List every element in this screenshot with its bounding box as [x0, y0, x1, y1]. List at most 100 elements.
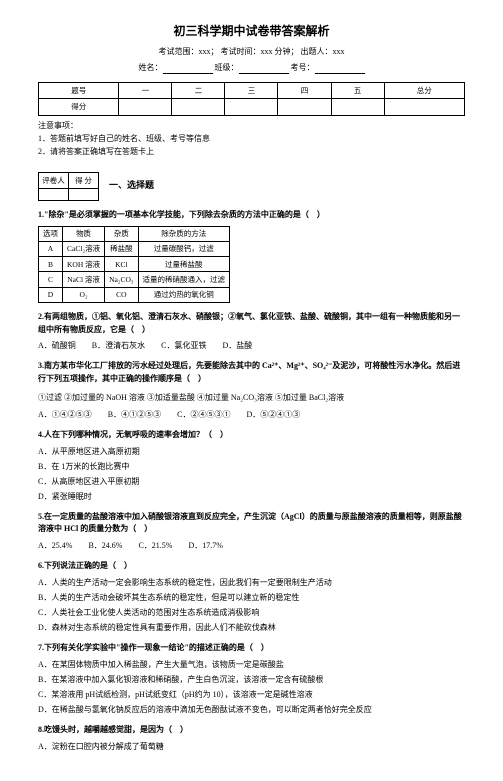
option: A．硫酸铜: [38, 341, 76, 350]
table-cell: 过量稀盐酸: [138, 257, 230, 272]
score-col-header: 二: [172, 83, 225, 99]
question-subtext: ①过滤 ②加过量的 NaOH 溶液 ③加适量盐酸 ④加过量 Na₂CO₃溶液 ⑤…: [38, 392, 465, 405]
option: A．在某固体物质中加入稀盐酸，产生大量气泡，该物质一定是碳酸盐: [38, 659, 465, 671]
time-label: 考试时间：: [221, 47, 261, 56]
table-row: 得分: [39, 99, 465, 115]
marker-col: 得 分: [69, 172, 99, 188]
option: D．紧张睡眠时: [38, 491, 465, 503]
marker-cell: [69, 188, 99, 200]
table-header-cell: 选项: [39, 226, 63, 241]
id-blank: [315, 64, 365, 74]
option: A．淀粉在口腔内被分解成了葡萄糖: [38, 741, 465, 753]
question-text: 1."除杂"是必须掌握的一项基本化学技能，下列除去杂质的方法中正确的是（ ）: [38, 209, 465, 222]
options-row: A．①④②⑤③ B．④①②⑤③ C．②④⑤③① D．⑤②④①③: [38, 409, 465, 421]
option: B．④①②⑤③: [108, 410, 161, 419]
question-text: 7.下列有关化学实验中"操作一现象一结论"的描述正确的是（ ）: [38, 642, 465, 655]
marker-cell: [39, 188, 69, 200]
student-info-line: 姓名： 班级： 考号：: [38, 62, 465, 74]
marker-col: 评卷人: [39, 172, 69, 188]
table-cell: C: [39, 272, 63, 287]
score-cell: [225, 99, 278, 115]
impurity-table: 选项 物质 杂质 除杂质的方法 A CaCl₂溶液 稀盐酸 过量碳酸钙，过滤 B…: [38, 226, 230, 303]
score-col-header: 一: [119, 83, 172, 99]
table-cell: B: [39, 257, 63, 272]
option: C．21.5%: [138, 541, 172, 550]
question-text: 8.吃馒头时，越嚼越感觉甜，是因为（ ）: [38, 724, 465, 737]
table-cell: 通过灼热的氧化铜: [138, 287, 230, 302]
table-row: B KOH 溶液 KCl 过量稀盐酸: [39, 257, 230, 272]
notice-line: 2．请将答案正确填写在答题卡上: [38, 146, 465, 158]
score-cell: [278, 99, 331, 115]
option: D．17.7%: [188, 541, 222, 550]
table-row: 评卷人 得 分: [39, 172, 99, 188]
name-blank: [163, 64, 213, 74]
option: C．人类社会工业化使人类活动的范围对生态系统造成消极影响: [38, 607, 465, 619]
table-cell: Na₂CO₃: [105, 272, 138, 287]
section-header: 评卷人 得 分 一、选择题: [38, 172, 465, 201]
table-header-cell: 除杂质的方法: [138, 226, 230, 241]
option: A．25.4%: [38, 541, 72, 550]
option: D．盐酸: [222, 341, 252, 350]
options-block: A．淀粉在口腔内被分解成了葡萄糖: [38, 741, 465, 753]
question-text: 5.在一定质量的盐酸溶液中加入硝酸银溶液直到反应完全，产生沉淀（AgCl）的质量…: [38, 511, 465, 537]
table-cell: 过量碳酸钙，过滤: [138, 241, 230, 256]
exam-info-line: 考试范围：xxx； 考试时间：xxx 分钟； 出题人：xxx: [38, 46, 465, 58]
option: C．某溶液用 pH试纸检测，pH试纸变红（pH约为 10），该溶液一定是碱性溶液: [38, 689, 465, 701]
table-cell: A: [39, 241, 63, 256]
author-label: 出题人：: [301, 47, 333, 56]
notice-line: 1．答题前填写好自己的姓名、班级、考号等信息: [38, 133, 465, 145]
score-cell: [119, 99, 172, 115]
name-label: 姓名：: [139, 63, 163, 72]
table-cell: CaCl₂溶液: [63, 241, 105, 256]
option: D．⑤②④①③: [246, 410, 300, 419]
scope-label: 考试范围：: [159, 47, 199, 56]
section-title: 一、选择题: [109, 179, 154, 193]
score-col-header: 四: [278, 83, 331, 99]
table-row: A CaCl₂溶液 稀盐酸 过量碳酸钙，过滤: [39, 241, 230, 256]
option: C．从高原地区进入平原初期: [38, 476, 465, 488]
time-value: xxx 分钟；: [261, 47, 299, 56]
notices-block: 注意事项： 1．答题前填写好自己的姓名、班级、考号等信息 2．请将答案正确填写在…: [38, 120, 465, 158]
option: B．人类的生产活动会破坏其生态系统的稳定性，但是可以建立新的稳定性: [38, 592, 465, 604]
option: A．①④②⑤③: [38, 410, 92, 419]
class-label: 班级：: [215, 63, 239, 72]
table-row: [39, 188, 99, 200]
options-block: A．在某固体物质中加入稀盐酸，产生大量气泡，该物质一定是碳酸盐 B．在某溶液中加…: [38, 659, 465, 716]
author-value: xxx: [333, 47, 345, 56]
option: D．森林对生态系统的稳定性具有重要作用，因此人们不能砍伐森林: [38, 622, 465, 634]
options-row: A．硫酸铜 B．澄清石灰水 C．氯化亚铁 D．盐酸: [38, 340, 465, 352]
table-row: C NaCl 溶液 Na₂CO₃ 适量的稀硝酸通入，过滤: [39, 272, 230, 287]
question-text: 3.南方某市华化工厂排放的污水经过处理后，先要能除去其中的 Ca²⁺、Mg²⁺、…: [38, 360, 465, 386]
question-text: 4.人在下列哪种情况，无氧呼吸的速率会增加？（ ）: [38, 429, 465, 442]
score-cell: [331, 99, 384, 115]
table-cell: 适量的稀硝酸通入，过滤: [138, 272, 230, 287]
option: C．氯化亚铁: [161, 341, 206, 350]
table-cell: NaCl 溶液: [63, 272, 105, 287]
table-header-cell: 杂质: [105, 226, 138, 241]
scope-value: xxx；: [199, 47, 219, 56]
option: B．在 1万米的长跑比赛中: [38, 461, 465, 473]
marker-table: 评卷人 得 分: [38, 172, 99, 201]
table-header-cell: 物质: [63, 226, 105, 241]
table-row: 题号 一 二 三 四 五 总分: [39, 83, 465, 99]
table-cell: KCl: [105, 257, 138, 272]
option: B．24.6%: [88, 541, 122, 550]
table-cell: O₂: [63, 287, 105, 302]
option: C．②④⑤③①: [177, 410, 230, 419]
score-col-header: 五: [331, 83, 384, 99]
score-col-header: 总分: [384, 83, 464, 99]
table-row: 选项 物质 杂质 除杂质的方法: [39, 226, 230, 241]
table-cell: 稀盐酸: [105, 241, 138, 256]
score-table: 题号 一 二 三 四 五 总分 得分: [38, 82, 465, 116]
question-text: 2.有两组物质，①铝、氧化铝、澄清石灰水、硝酸银；②氧气、氯化亚铁、盐酸、硫酸铜…: [38, 311, 465, 337]
table-cell: D: [39, 287, 63, 302]
option: B．澄清石灰水: [92, 341, 145, 350]
table-cell: KOH 溶液: [63, 257, 105, 272]
options-block: A．从平原地区进入高原初期 B．在 1万米的长跑比赛中 C．从高原地区进入平原初…: [38, 446, 465, 503]
option: B．在某溶液中加入氯化钡溶液和稀硝酸，产生白色沉淀，该溶液一定含有硫酸根: [38, 674, 465, 686]
score-cell: [384, 99, 464, 115]
score-row-label: 得分: [39, 99, 119, 115]
options-row: A．25.4% B．24.6% C．21.5% D．17.7%: [38, 540, 465, 552]
option: D．在稀盐酸与氢氧化钠反应后的溶液中滴加无色酚酞试液不变色，可以断定两者恰好完全…: [38, 704, 465, 716]
option: A．人类的生产活动一定会影响生态系统的稳定性，因此我们有一定要限制生产活动: [38, 577, 465, 589]
